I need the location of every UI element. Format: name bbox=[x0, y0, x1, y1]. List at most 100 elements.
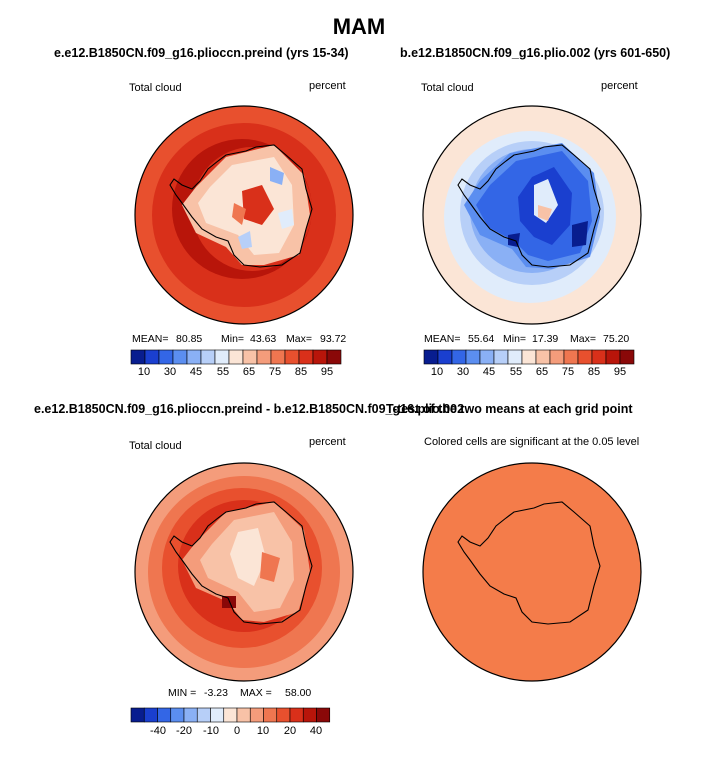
panel1-map bbox=[134, 105, 354, 325]
cbar1-box-5 bbox=[200, 349, 216, 365]
panel3-min-label: MIN = bbox=[168, 687, 197, 699]
cbar2-box-0 bbox=[423, 349, 439, 365]
cbar1-box-2 bbox=[158, 349, 174, 365]
panel1-tick-6: 85 bbox=[294, 366, 308, 378]
panel2-map bbox=[422, 105, 642, 325]
cbar1-box-6 bbox=[214, 349, 230, 365]
panel3-tick-6: 40 bbox=[309, 725, 323, 737]
cbar1-box-12 bbox=[298, 349, 314, 365]
cbar3-box-3 bbox=[170, 707, 185, 723]
panel2-min-label: Min= bbox=[503, 333, 527, 345]
cbar3-box-11 bbox=[276, 707, 291, 723]
panel2-variable-label: Total cloud bbox=[421, 82, 474, 94]
cbar2-box-8 bbox=[535, 349, 551, 365]
cbar2-box-1 bbox=[437, 349, 453, 365]
panel1-tick-3: 55 bbox=[216, 366, 230, 378]
panel1-colorbar bbox=[130, 349, 342, 365]
panel2-max-label: Max= bbox=[570, 333, 596, 345]
panel1-tick-5: 75 bbox=[268, 366, 282, 378]
panel2-tick-4: 65 bbox=[535, 366, 549, 378]
cbar3-box-10 bbox=[263, 707, 278, 723]
cbar3-box-14 bbox=[316, 707, 331, 723]
cbar2-box-12 bbox=[591, 349, 607, 365]
panel4-title: T-test of the two means at each grid poi… bbox=[386, 402, 633, 416]
figure-title: MAM bbox=[332, 14, 386, 39]
cbar1-box-0 bbox=[130, 349, 146, 365]
panel3-tick-4: 10 bbox=[256, 725, 270, 737]
cbar2-box-3 bbox=[465, 349, 481, 365]
panel3-max-value: 58.00 bbox=[285, 687, 312, 699]
panel1-min-label: Min= bbox=[221, 333, 245, 345]
panel2-tick-6: 85 bbox=[587, 366, 601, 378]
panel3-min-value: -3.23 bbox=[204, 687, 228, 699]
cbar2-box-6 bbox=[507, 349, 523, 365]
cbar1-box-4 bbox=[186, 349, 202, 365]
cbar3-box-7 bbox=[223, 707, 238, 723]
panel1-tick-1: 30 bbox=[163, 366, 177, 378]
panel3-units-label: percent bbox=[309, 436, 346, 448]
cbar2-box-14 bbox=[619, 349, 635, 365]
panel4-subtitle: Colored cells are significant at the 0.0… bbox=[424, 436, 640, 448]
panel3-map bbox=[134, 462, 354, 682]
cbar1-box-11 bbox=[284, 349, 300, 365]
cbar3-box-8 bbox=[236, 707, 251, 723]
panel1-min-value: 43.63 bbox=[250, 333, 277, 345]
cbar3-box-12 bbox=[289, 707, 304, 723]
panel1-tick-4: 65 bbox=[242, 366, 256, 378]
cbar1-box-7 bbox=[228, 349, 244, 365]
panel3-title: e.e12.B1850CN.f09_g16.plioccn.preind - b… bbox=[34, 402, 465, 416]
panel3-tick-1: -20 bbox=[176, 725, 192, 737]
panel2-units-label: percent bbox=[601, 80, 638, 92]
panel2-mean-value: 55.64 bbox=[468, 333, 495, 345]
panel3-tick-3: 0 bbox=[233, 725, 241, 737]
cbar3-box-0 bbox=[130, 707, 145, 723]
panel1-max-value: 93.72 bbox=[320, 333, 347, 345]
panel3-max-label: MAX = bbox=[240, 687, 272, 699]
panel2-mean-label: MEAN= bbox=[424, 333, 461, 345]
cbar1-box-14 bbox=[326, 349, 342, 365]
panel4-map bbox=[422, 462, 642, 682]
cbar3-box-5 bbox=[196, 707, 211, 723]
cbar2-box-7 bbox=[521, 349, 537, 365]
cbar2-box-4 bbox=[479, 349, 495, 365]
cbar3-box-6 bbox=[210, 707, 225, 723]
panel1-tick-7: 95 bbox=[320, 366, 334, 378]
panel1-title: e.e12.B1850CN.f09_g16.pliocсn.preind (yr… bbox=[54, 46, 349, 60]
panel1-mean-label: MEAN= bbox=[132, 333, 169, 345]
cbar2-box-5 bbox=[493, 349, 509, 365]
cbar3-box-4 bbox=[183, 707, 198, 723]
cbar1-box-3 bbox=[172, 349, 188, 365]
cbar3-box-1 bbox=[143, 707, 158, 723]
panel2-title: b.e12.B1850CN.f09_g16.plio.002 (yrs 601-… bbox=[400, 46, 671, 60]
panel2-tick-3: 55 bbox=[509, 366, 523, 378]
cbar2-box-10 bbox=[563, 349, 579, 365]
cbar1-box-13 bbox=[312, 349, 328, 365]
panel1-variable-label: Total cloud bbox=[129, 82, 182, 94]
cbar1-box-10 bbox=[270, 349, 286, 365]
panel1-max-label: Max= bbox=[286, 333, 312, 345]
panel3-tick-5: 20 bbox=[283, 725, 297, 737]
panel2-tick-2: 45 bbox=[482, 366, 496, 378]
cbar2-box-13 bbox=[605, 349, 621, 365]
panel1-tick-2: 45 bbox=[189, 366, 203, 378]
panel2-tick-0: 10 bbox=[430, 366, 444, 378]
panel2-colorbar bbox=[423, 349, 635, 365]
panel1-units-label: percent bbox=[309, 80, 346, 92]
cbar3-box-2 bbox=[157, 707, 172, 723]
cbar1-box-8 bbox=[242, 349, 258, 365]
panel1-mean-value: 80.85 bbox=[176, 333, 203, 345]
panel2-min-value: 17.39 bbox=[532, 333, 559, 345]
panel2-tick-5: 75 bbox=[561, 366, 575, 378]
panel3-colorbar bbox=[130, 707, 331, 723]
cbar1-box-1 bbox=[144, 349, 160, 365]
panel3-tick-0: -40 bbox=[150, 725, 166, 737]
cbar2-box-2 bbox=[451, 349, 467, 365]
panel2-tick-7: 95 bbox=[613, 366, 627, 378]
panel1-tick-0: 10 bbox=[137, 366, 151, 378]
cbar1-box-9 bbox=[256, 349, 272, 365]
panel3-variable-label: Total cloud bbox=[129, 440, 182, 452]
cbar2-box-9 bbox=[549, 349, 565, 365]
panel2-max-value: 75.20 bbox=[603, 333, 630, 345]
cbar3-box-13 bbox=[302, 707, 317, 723]
cbar3-box-9 bbox=[249, 707, 264, 723]
